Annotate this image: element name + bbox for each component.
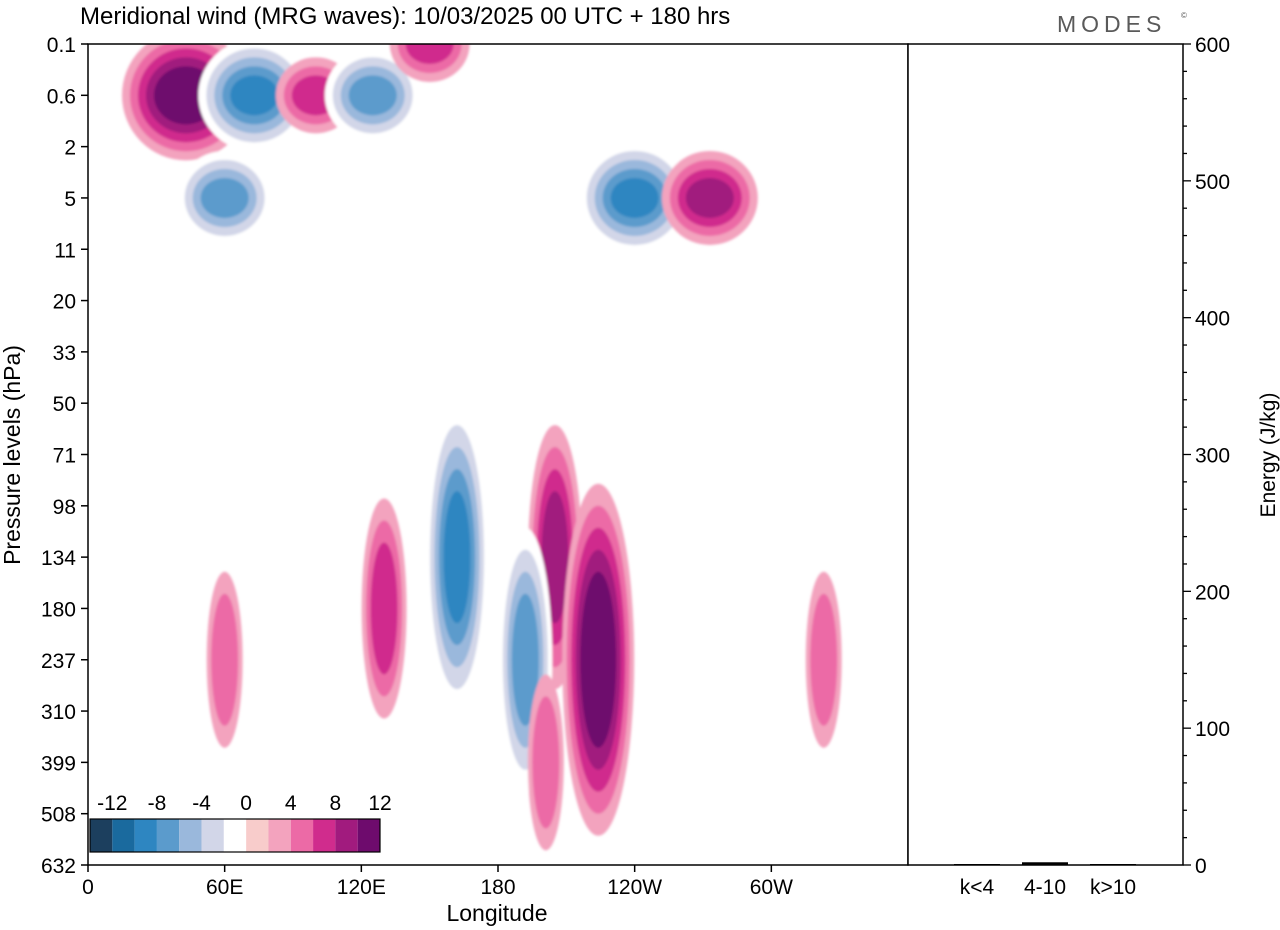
energy-x-axis: k<4 4-10 k>10 [960, 876, 1136, 899]
contour-fill [230, 75, 279, 116]
energy-axis-label: Energy (J/kg) [1257, 393, 1280, 518]
energy-bar [1022, 862, 1068, 865]
x-tick-label: 60W [750, 876, 793, 899]
colorbar-swatch [156, 819, 180, 852]
colorbar-swatch [179, 819, 202, 852]
colorbar-label: 12 [368, 792, 391, 815]
colorbar-swatch [268, 819, 291, 852]
energy-category-label: k>10 [1090, 876, 1136, 899]
colorbar-label: -12 [97, 792, 127, 815]
energy-frame [907, 43, 1184, 866]
colorbar-legend: -12 -8 -4 0 4 8 12 [89, 792, 392, 853]
colorbar-swatch [134, 819, 157, 852]
contour-fill [211, 593, 239, 726]
contour-fill [348, 75, 397, 116]
y-tick-label: 180 [41, 598, 76, 621]
contour-fill [405, 44, 454, 64]
energy-tick-label: 300 [1195, 445, 1230, 468]
heatmap-y-axis: 0.1 0.6 2 5 11 20 33 50 71 98 134 180 237 310 399 508 63… [41, 34, 88, 878]
x-tick-label: 120E [337, 876, 386, 899]
contour-fill [810, 593, 838, 726]
y-tick-label: 237 [41, 650, 76, 673]
y-tick-label: 11 [54, 239, 76, 262]
y-tick-label: 2 [64, 137, 76, 160]
colorbar-frame [89, 818, 381, 853]
contour-fill [610, 177, 659, 218]
brand-mark: © [1181, 11, 1187, 20]
energy-tick-label: 100 [1195, 718, 1230, 741]
energy-tick-label: 400 [1195, 308, 1230, 331]
brand-logo: MODES [1057, 11, 1166, 37]
energy-tick-label: 500 [1195, 171, 1230, 194]
contour-fill [685, 177, 734, 218]
energy-category-label: k<4 [960, 876, 995, 899]
y-tick-label: 5 [64, 188, 76, 211]
y-axis-label: Pressure levels (hPa) [0, 345, 25, 565]
contour-fill [511, 593, 539, 726]
y-tick-label: 0.6 [47, 85, 76, 108]
energy-tick-label: 600 [1195, 34, 1230, 57]
colorbar-swatch [112, 819, 135, 852]
colorbar-label: 0 [240, 792, 252, 815]
colorbar-swatch [335, 819, 358, 852]
x-tick-label: 120W [607, 876, 662, 899]
energy-bars [954, 862, 1136, 865]
colorbar-swatch [246, 819, 269, 852]
y-tick-label: 20 [53, 291, 76, 314]
colorbar-label: -4 [192, 792, 211, 815]
chart-title: Meridional wind (MRG waves): 10/03/2025 … [80, 3, 730, 30]
colorbar-label: -8 [148, 792, 167, 815]
energy-y-axis: 0 100 200 300 400 500 600 [1183, 34, 1230, 878]
y-tick-label: 310 [41, 701, 76, 724]
heatmap-field [122, 44, 842, 851]
colorbar-swatch [313, 819, 336, 852]
x-tick-label: 180 [480, 876, 515, 899]
colorbar-label: 4 [285, 792, 297, 815]
contour-fill [161, 75, 210, 116]
energy-bar [1090, 864, 1136, 865]
colorbar-swatch [201, 819, 224, 852]
x-tick-label: 60E [206, 876, 243, 899]
contour-fill [443, 491, 471, 624]
y-tick-label: 399 [41, 752, 76, 775]
energy-tick-label: 0 [1195, 855, 1207, 878]
y-tick-label: 98 [53, 496, 76, 519]
energy-category-label: 4-10 [1024, 876, 1066, 899]
energy-tick-label: 200 [1195, 581, 1230, 604]
contour-fill [584, 593, 612, 726]
contour-fill [532, 696, 560, 829]
contour-fill [370, 542, 398, 675]
x-axis-label: Longitude [446, 900, 547, 926]
colorbar-swatch [357, 819, 380, 852]
energy-bar [954, 864, 1000, 865]
y-tick-label: 508 [41, 804, 76, 827]
y-tick-label: 50 [53, 393, 76, 416]
y-tick-label: 33 [53, 342, 76, 365]
colorbar-swatch [223, 819, 247, 852]
colorbar-label: 8 [330, 792, 342, 815]
y-tick-label: 632 [41, 855, 76, 878]
contour-fill [200, 177, 249, 218]
y-tick-label: 71 [53, 445, 76, 468]
y-tick-label: 0.1 [47, 34, 76, 57]
colorbar-swatch [290, 819, 314, 852]
heatmap-x-axis: 0 60E 120E 180 120W 60W [82, 865, 793, 899]
y-tick-label: 134 [41, 547, 76, 570]
colorbar-swatch [90, 819, 113, 852]
x-tick-label: 0 [82, 876, 94, 899]
